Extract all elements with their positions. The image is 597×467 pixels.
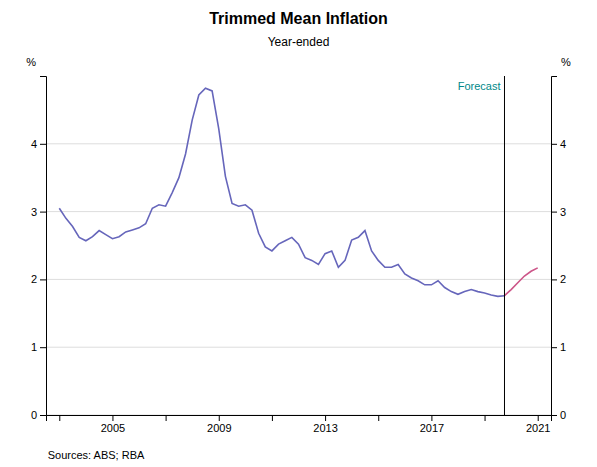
tick-label: 2017	[420, 422, 444, 434]
tick-mark	[551, 279, 557, 280]
tick-label: 2013	[313, 422, 337, 434]
tick-mark	[431, 415, 432, 421]
tick: 1	[551, 341, 566, 353]
tick-mark	[551, 212, 557, 213]
grid-line	[46, 347, 551, 348]
tick: 2	[31, 273, 46, 285]
tick: 2013	[313, 415, 337, 434]
tick	[59, 415, 60, 421]
series-line	[504, 268, 537, 296]
tick-mark	[40, 279, 46, 280]
tick: 2	[551, 273, 566, 285]
tick-mark	[59, 415, 60, 421]
tick-mark	[219, 415, 220, 421]
tick: 2021	[526, 415, 550, 434]
marks	[59, 76, 537, 415]
tick: 3	[31, 206, 46, 218]
tick: 4	[551, 138, 566, 150]
forecast-label: Forecast	[458, 80, 501, 92]
tick-mark	[40, 347, 46, 348]
title: Trimmed Mean Inflation	[209, 10, 388, 27]
tick-mark	[538, 415, 539, 421]
tick-label: 2	[31, 273, 37, 285]
axis-line	[552, 77, 558, 416]
grid-line	[46, 143, 551, 144]
tick-mark	[551, 144, 557, 145]
tick	[485, 415, 486, 421]
tick-label: 2009	[207, 422, 231, 434]
tick: 0	[551, 409, 566, 421]
axis-line	[47, 416, 552, 422]
tick-mark	[485, 415, 486, 421]
tick-mark	[272, 415, 273, 421]
tick	[378, 415, 379, 421]
tick	[166, 415, 167, 421]
tick-label: 4	[31, 138, 37, 150]
forecast-line	[504, 76, 505, 415]
axis-line	[40, 77, 47, 416]
tick-mark	[112, 415, 113, 421]
tick	[272, 415, 273, 421]
tick-label: 2005	[101, 422, 125, 434]
tick: 2017	[420, 415, 444, 434]
y2-axis-label: %	[561, 56, 571, 68]
tick-mark	[40, 415, 46, 416]
tick-label: 3	[560, 206, 566, 218]
tick: 0	[31, 409, 46, 421]
grid-line	[46, 279, 551, 280]
tick-label: 0	[31, 409, 37, 421]
tick-label: 4	[560, 138, 566, 150]
chart: 2005 2009 2013 2017 2021 0 1 2 3 4 0 1 2 3 4 Forecast Tr…	[0, 0, 597, 467]
tick: 4	[31, 138, 46, 150]
series-line	[59, 88, 504, 296]
tick-mark	[325, 415, 326, 421]
tick-label: 0	[560, 409, 566, 421]
tick-label: 2021	[526, 422, 550, 434]
tick-mark	[378, 415, 379, 421]
y-axis-label: %	[26, 56, 36, 68]
y2-axis: 0 1 2 3 4	[551, 77, 566, 422]
tick: 2009	[207, 415, 231, 434]
tick: 2005	[101, 415, 125, 434]
tick-mark	[166, 415, 167, 421]
tick-mark	[40, 212, 46, 213]
subtitle: Year-ended	[268, 35, 330, 49]
plot-area: 2005 2009 2013 2017 2021 0 1 2 3 4 0 1 2 3 4 Forecast	[31, 76, 566, 434]
tick-label: 3	[31, 206, 37, 218]
tick-label: 2	[560, 273, 566, 285]
tick-mark	[40, 144, 46, 145]
tick-label: 1	[560, 341, 566, 353]
grid-line	[46, 211, 551, 212]
source: Sources: ABS; RBA	[48, 449, 145, 461]
grid	[46, 144, 551, 415]
tick: 3	[551, 206, 566, 218]
tick-mark	[551, 415, 557, 416]
tick-mark	[551, 347, 557, 348]
tick-label: 1	[31, 341, 37, 353]
y-axis: 0 1 2 3 4	[31, 77, 47, 422]
x-axis: 2005 2009 2013 2017 2021	[47, 415, 552, 434]
tick: 1	[31, 341, 46, 353]
